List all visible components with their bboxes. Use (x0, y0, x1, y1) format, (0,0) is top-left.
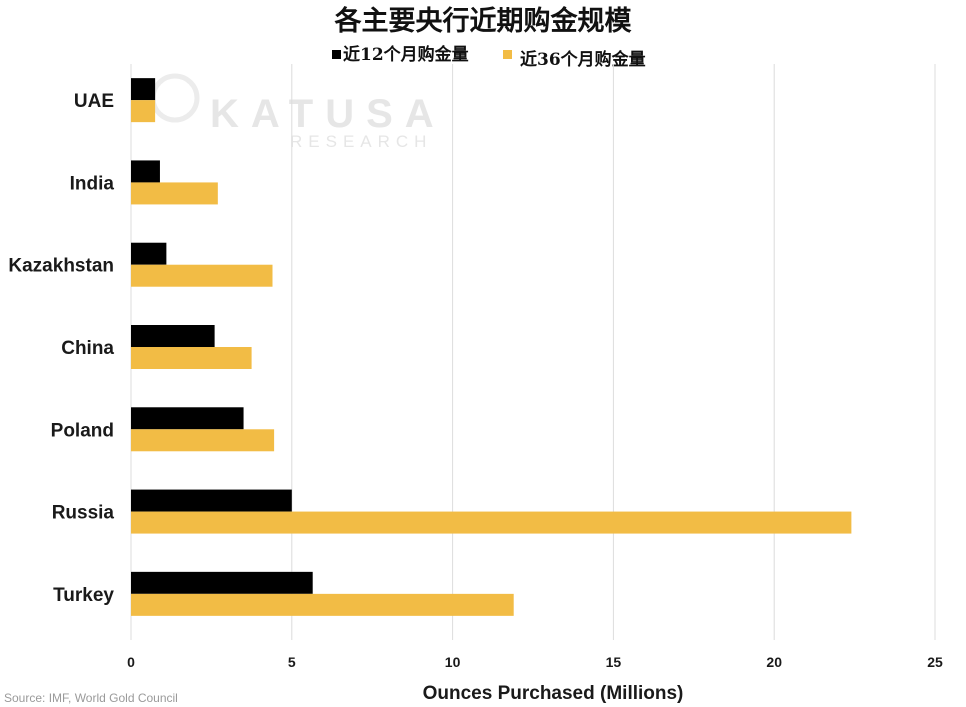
legend-swatch-36m (503, 50, 512, 59)
watermark-logo-icon (150, 73, 200, 123)
category-label: UAE (74, 91, 114, 112)
bar-36m-uae (131, 100, 156, 123)
category-label: India (70, 173, 115, 194)
watermark-sub: RESEARCH (290, 132, 432, 151)
bar-12m-kazakhstan (131, 242, 167, 265)
source-note: Source: IMF, World Gold Council (4, 691, 178, 705)
x-tick-label: 10 (445, 654, 461, 670)
chart-title: 各主要央行近期购金规模 (334, 5, 632, 37)
katusa-watermark: KATUSA RESEARCH (150, 73, 446, 151)
category-labels: UAE India Kazakhstan China Poland Russia Turke… (8, 91, 114, 606)
x-tick-label: 0 (127, 654, 135, 670)
bar-12m-china (131, 325, 215, 347)
category-label: Turkey (53, 585, 114, 606)
x-axis-title: Ounces Purchased (Millions) (423, 683, 684, 704)
legend: 近12个月购金量 近36个月购金量 (332, 44, 646, 70)
bar-12m-india (131, 160, 160, 183)
legend-label-12m: 近12个月购金量 (343, 44, 469, 65)
watermark-name: KATUSA (210, 92, 446, 136)
legend-swatch-12m (332, 50, 341, 59)
bar-36m-poland (131, 429, 275, 452)
bar-36m-china (131, 347, 252, 369)
category-label: Poland (51, 420, 114, 441)
category-label: Russia (52, 503, 115, 524)
bar-12m-russia (131, 489, 292, 512)
bar-12m-uae (131, 78, 156, 101)
x-tick-label: 20 (766, 654, 782, 670)
bar-12m-turkey (131, 571, 313, 594)
bar-36m-kazakhstan (131, 264, 273, 287)
gridlines (130, 64, 936, 640)
bars (131, 78, 852, 616)
x-tick-labels: 0 5 10 15 20 25 (127, 654, 943, 670)
category-label: China (61, 338, 114, 359)
x-tick-label: 25 (927, 654, 943, 670)
x-tick-label: 5 (288, 654, 296, 670)
bar-12m-poland (131, 407, 244, 430)
category-label: Kazakhstan (8, 256, 114, 277)
x-tick-label: 15 (606, 654, 622, 670)
bar-36m-turkey (131, 593, 514, 616)
legend-label-36m: 近36个月购金量 (520, 49, 646, 70)
bar-36m-russia (131, 511, 852, 534)
bar-36m-india (131, 182, 218, 205)
